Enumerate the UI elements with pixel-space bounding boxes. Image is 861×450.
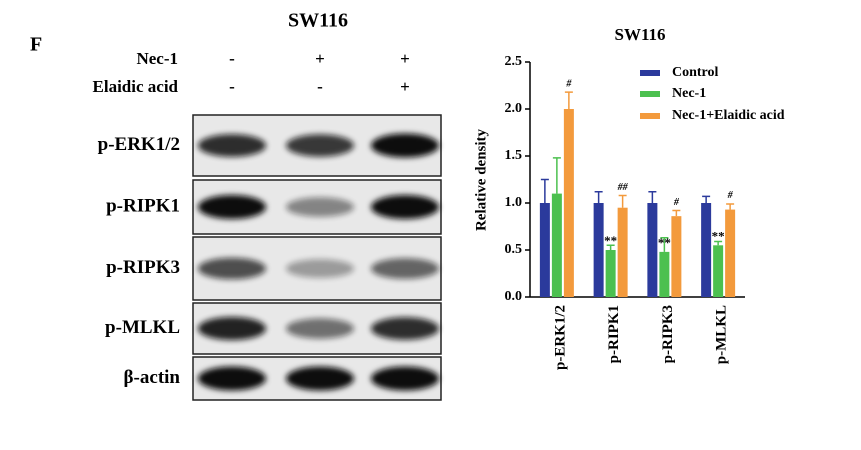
blot-band <box>198 316 266 341</box>
x-tick-label: p-RIPK1 <box>606 305 622 363</box>
blot-row-label: p-RIPK1 <box>106 195 180 216</box>
bar <box>605 250 616 297</box>
condition-mark: + <box>400 49 410 68</box>
bar <box>701 203 712 297</box>
condition-label: Nec-1 <box>136 49 178 68</box>
blot-row-label: β-actin <box>124 367 181 388</box>
x-tick-label: p-MLKL <box>714 305 730 364</box>
legend-label: Control <box>672 65 719 80</box>
bar <box>617 207 628 297</box>
significance-label: # <box>565 78 572 89</box>
y-tick-label: 2.5 <box>505 54 523 69</box>
error-bar <box>606 244 615 250</box>
y-tick-label: 1.0 <box>505 195 523 210</box>
bar <box>563 109 574 297</box>
chart-title: SW116 <box>614 25 665 44</box>
condition-mark: - <box>229 77 235 96</box>
blot-band <box>286 134 354 157</box>
blot-row-label: p-ERK1/2 <box>98 134 180 155</box>
blot-band <box>286 197 354 217</box>
error-bar <box>648 190 657 203</box>
y-tick-label: 0.5 <box>505 242 523 257</box>
blot-band <box>371 366 439 391</box>
error-bar <box>726 203 735 210</box>
bar <box>659 251 670 297</box>
blot-band <box>371 195 439 219</box>
bar <box>671 216 682 297</box>
error-bar <box>540 178 549 203</box>
bar <box>725 209 736 297</box>
y-axis-label: Relative density <box>473 128 489 231</box>
blot-band <box>198 366 266 391</box>
blot-band <box>198 195 266 219</box>
blot-band <box>371 317 439 340</box>
x-tick-label: p-ERK1/2 <box>552 305 568 370</box>
condition-mark: + <box>315 49 325 68</box>
condition-mark: + <box>400 77 410 96</box>
legend-label: Nec-1 <box>672 86 706 101</box>
significance-label: ** <box>712 228 725 243</box>
condition-mark: - <box>229 49 235 68</box>
x-tick-label: p-RIPK3 <box>660 305 676 363</box>
blot-band <box>198 257 266 280</box>
y-tick-label: 2.0 <box>505 101 523 116</box>
blot-band <box>286 318 354 339</box>
blot-band <box>371 258 439 279</box>
significance-label: # <box>727 190 734 201</box>
error-bar <box>714 240 723 246</box>
blot-band <box>371 133 439 158</box>
condition-label: Elaidic acid <box>93 77 179 96</box>
error-bar <box>594 190 603 203</box>
significance-label: ## <box>617 182 629 193</box>
error-bar <box>672 209 681 217</box>
bar <box>647 203 658 297</box>
bar <box>551 193 562 297</box>
error-bar <box>702 195 711 203</box>
blot-row-label: p-MLKL <box>105 317 180 338</box>
error-bar <box>660 237 669 252</box>
bar <box>539 203 550 297</box>
blot-row-label: p-RIPK3 <box>106 257 180 278</box>
error-bar <box>618 194 627 208</box>
significance-label: # <box>673 197 680 208</box>
panel-label: F <box>30 34 42 56</box>
error-bar <box>564 91 573 109</box>
error-bar <box>552 157 561 194</box>
blot-band <box>286 366 354 391</box>
blot-band <box>286 259 354 278</box>
significance-label: ** <box>658 235 671 250</box>
blot-band <box>198 134 266 157</box>
significance-label: ** <box>604 233 617 248</box>
legend-label: Nec-1+Elaidic acid <box>672 108 785 123</box>
condition-mark: - <box>317 77 323 96</box>
bar <box>713 245 724 297</box>
blot-title: SW116 <box>288 10 348 32</box>
y-tick-label: 0.0 <box>505 289 523 304</box>
y-tick-label: 1.5 <box>505 148 523 163</box>
bar <box>593 203 604 297</box>
